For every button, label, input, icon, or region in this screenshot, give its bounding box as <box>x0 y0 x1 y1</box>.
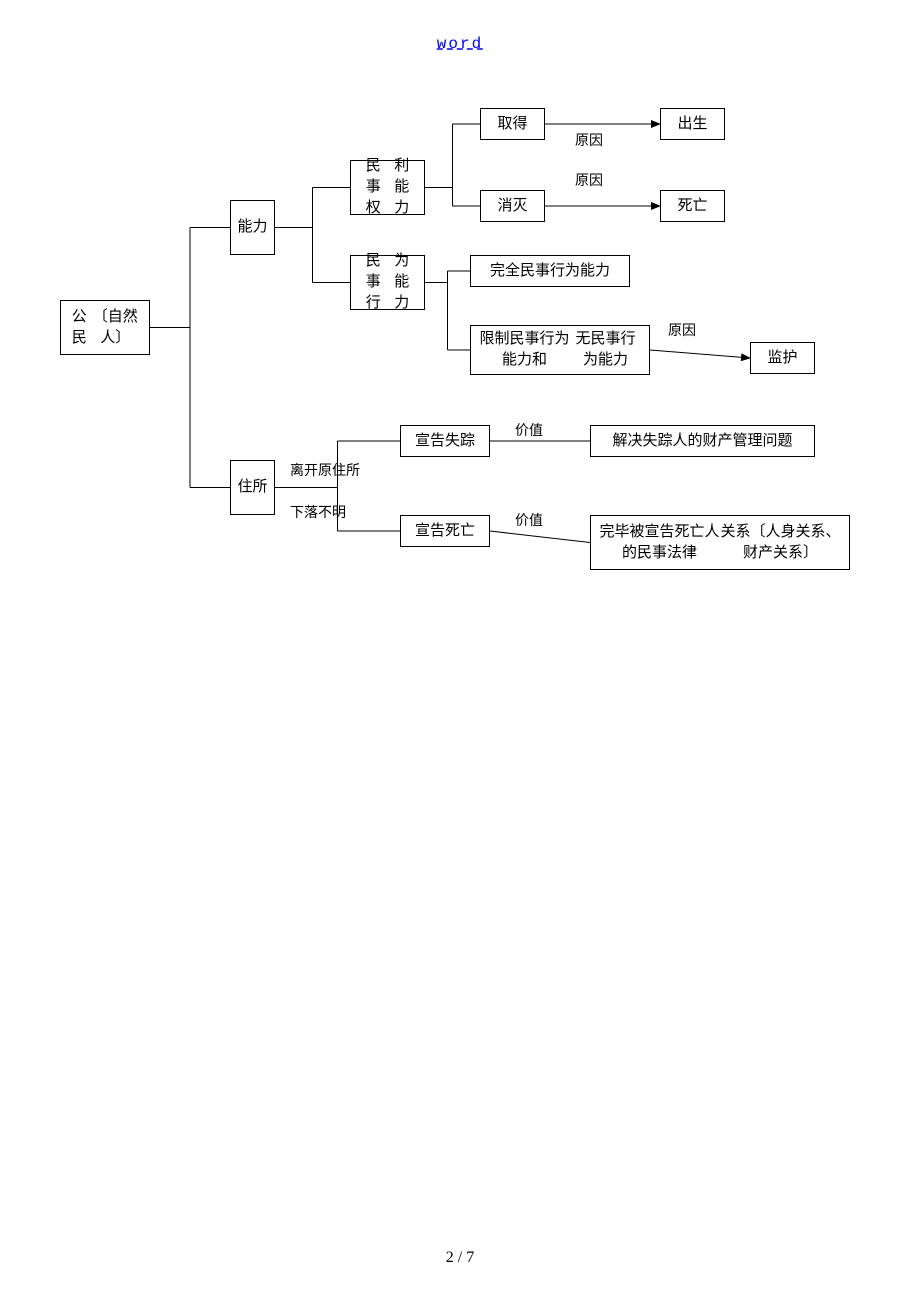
node-jianhu: 监护 <box>750 342 815 374</box>
node-wqmsxw: 完全民事行为能力 <box>470 255 630 287</box>
label-lkyzs: 离开原住所 <box>290 460 360 480</box>
label-xlbm: 下落不明 <box>290 502 346 522</box>
label-yy2: 原因 <box>575 170 603 190</box>
node-xgsw: 宣告死亡 <box>400 515 490 547</box>
diagram-container: 公民〔自然人〕 能力住所 民事权利能力民事行为能力 取得消灭 出生死亡完全民事行为能力限… <box>0 90 920 610</box>
label-jz1: 价值 <box>515 420 543 440</box>
node-msqlnl: 民事权利能力 <box>350 160 425 215</box>
page-footer: 2 / 7 <box>446 1249 474 1267</box>
node-siwang: 死亡 <box>660 190 725 222</box>
node-msxwnl: 民事行为能力 <box>350 255 425 310</box>
label-jz2: 价值 <box>515 510 543 530</box>
label-yy3: 原因 <box>668 320 696 340</box>
header-link[interactable]: word <box>437 35 483 53</box>
node-wbxg: 完毕被宣告死亡人的民事法律关系〔人身关系、财产关系〕 <box>590 515 850 570</box>
node-zhusuo: 住所 <box>230 460 275 515</box>
node-root: 公民〔自然人〕 <box>60 300 150 355</box>
node-xzmsxw: 限制民事行为能力和无民事行为能力 <box>470 325 650 375</box>
label-yy1: 原因 <box>575 130 603 150</box>
node-nengli: 能力 <box>230 200 275 255</box>
node-xgsz: 宣告失踪 <box>400 425 490 457</box>
node-xiaomie: 消灭 <box>480 190 545 222</box>
node-jjsz: 解决失踪人的财产管理问题 <box>590 425 815 457</box>
node-chusheng: 出生 <box>660 108 725 140</box>
node-qude: 取得 <box>480 108 545 140</box>
